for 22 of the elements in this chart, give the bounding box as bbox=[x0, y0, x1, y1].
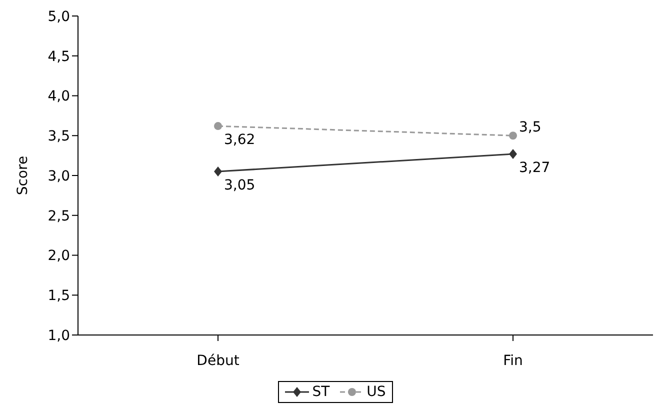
data-label: 3,05 bbox=[224, 178, 256, 194]
y-tick-label: 1,0 bbox=[48, 328, 70, 344]
y-tick-label: 2,0 bbox=[48, 248, 70, 264]
y-tick-label: 3,0 bbox=[48, 168, 70, 184]
point bbox=[214, 166, 222, 177]
y-tick-label: 4,5 bbox=[48, 48, 70, 65]
y-tick-label: 3,5 bbox=[48, 128, 70, 145]
y-tick-label: 4,0 bbox=[48, 88, 70, 105]
x-tick-label: Fin bbox=[503, 352, 523, 369]
point bbox=[509, 148, 517, 159]
point bbox=[214, 122, 222, 130]
legend-label: ST bbox=[311, 384, 330, 400]
data-label: 3,5 bbox=[519, 120, 542, 136]
data-label: 3,27 bbox=[519, 160, 550, 176]
y-tick-label: 2,5 bbox=[48, 208, 70, 224]
y-axis-title: Score bbox=[14, 156, 31, 196]
point bbox=[509, 132, 517, 140]
x-tick-label: Début bbox=[196, 352, 240, 369]
y-tick-label: 5,0 bbox=[48, 8, 70, 25]
y-tick-label: 1,5 bbox=[48, 288, 70, 304]
legend-label: US bbox=[366, 384, 386, 400]
data-label: 3,62 bbox=[224, 132, 256, 148]
